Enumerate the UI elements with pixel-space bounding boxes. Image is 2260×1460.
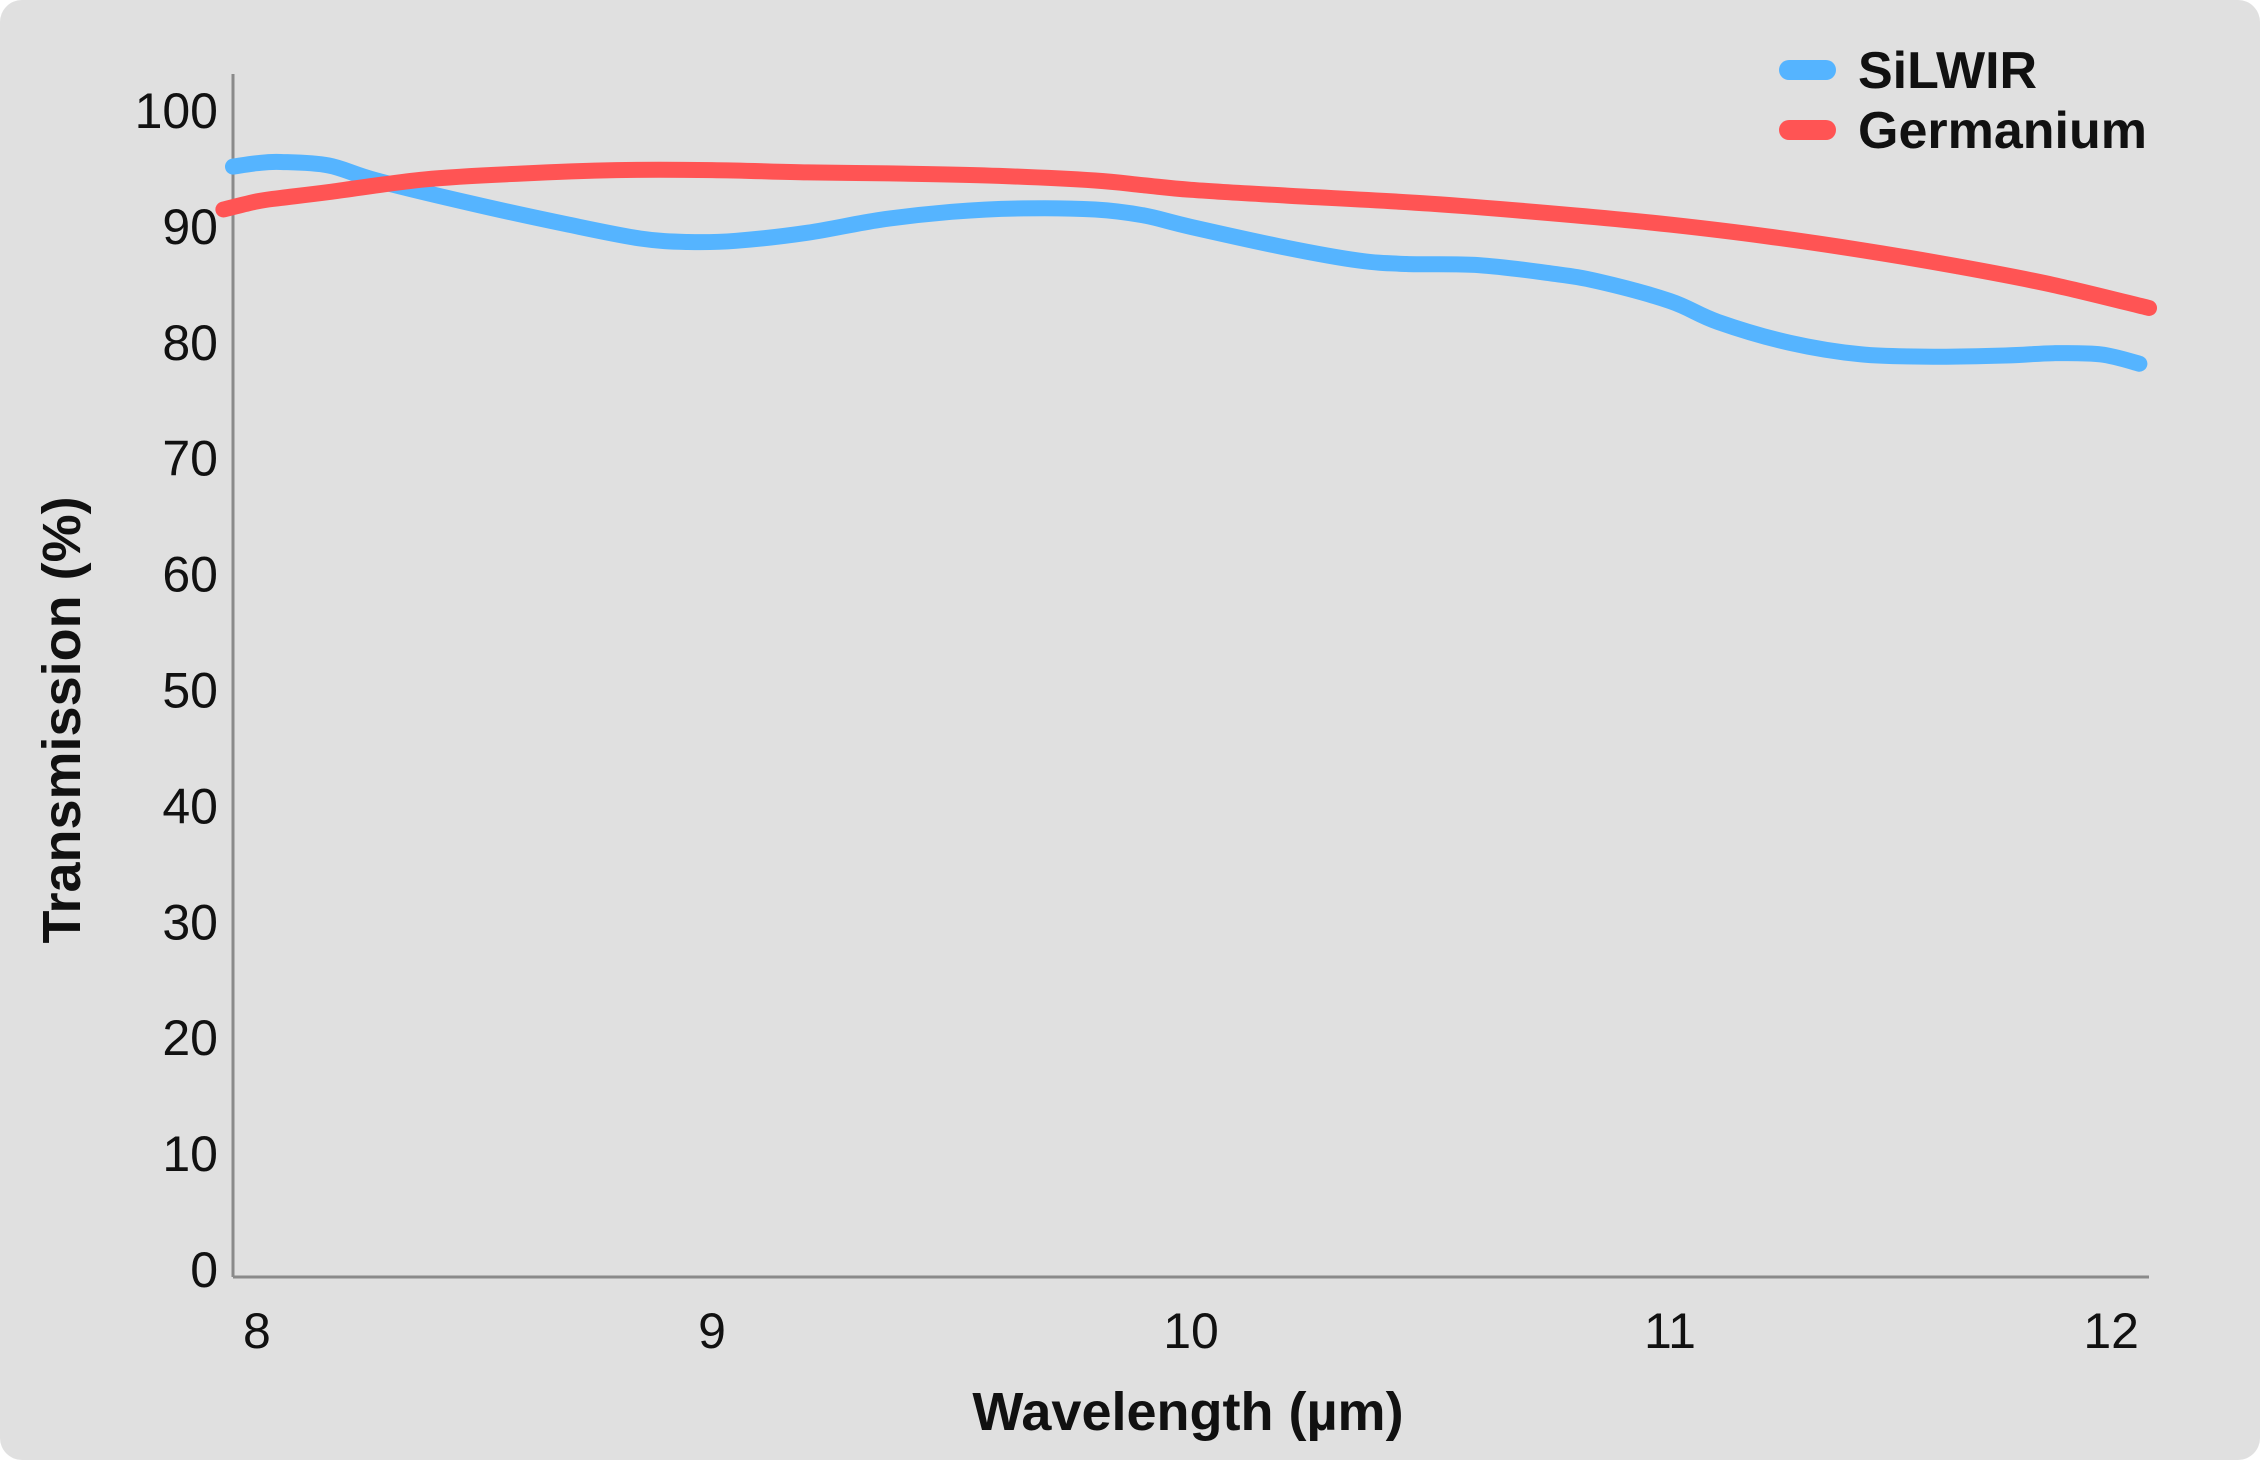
x-axis-ticks: 8 9 10 11 12 — [243, 1303, 2139, 1359]
series-line-silwir — [225, 153, 2148, 372]
legend-label-germanium: Germanium — [1858, 102, 2147, 160]
y-tick-label: 90 — [162, 199, 218, 255]
y-axis-ticks: 0 10 20 30 40 50 60 70 80 90 100 — [135, 83, 218, 1298]
y-tick-label: 50 — [162, 663, 218, 719]
x-axis-title: Wavelength (µm) — [972, 1382, 1403, 1442]
y-tick-label: 70 — [162, 431, 218, 487]
y-tick-label: 10 — [162, 1126, 218, 1182]
y-axis-title: Transmission (%) — [32, 496, 92, 943]
y-tick-label: 80 — [162, 315, 218, 371]
x-tick-label: 9 — [698, 1303, 726, 1359]
y-tick-label: 60 — [162, 547, 218, 603]
y-tick-label: 0 — [190, 1242, 218, 1298]
x-tick-label: 12 — [2083, 1303, 2139, 1359]
x-tick-label: 11 — [1644, 1303, 1696, 1359]
series-line-germanium — [215, 161, 2157, 316]
legend-label-silwir: SiLWIR — [1858, 42, 2037, 100]
series-lines — [215, 153, 2157, 372]
y-tick-label: 30 — [162, 894, 218, 950]
y-tick-label: 20 — [162, 1010, 218, 1066]
y-tick-label: 100 — [135, 83, 218, 139]
y-tick-label: 40 — [162, 778, 218, 834]
x-tick-label: 10 — [1163, 1303, 1219, 1359]
x-tick-label: 8 — [243, 1303, 271, 1359]
